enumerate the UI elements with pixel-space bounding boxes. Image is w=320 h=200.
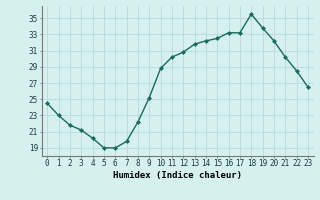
X-axis label: Humidex (Indice chaleur): Humidex (Indice chaleur) [113, 171, 242, 180]
